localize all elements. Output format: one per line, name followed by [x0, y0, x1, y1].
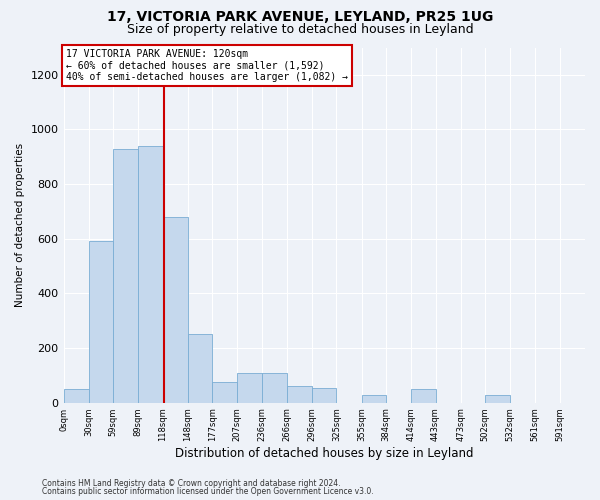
Bar — [287, 386, 312, 402]
Text: Contains public sector information licensed under the Open Government Licence v3: Contains public sector information licen… — [42, 487, 374, 496]
Bar — [485, 394, 510, 402]
Bar — [362, 394, 386, 402]
Bar — [411, 389, 436, 402]
Text: 17 VICTORIA PARK AVENUE: 120sqm
← 60% of detached houses are smaller (1,592)
40%: 17 VICTORIA PARK AVENUE: 120sqm ← 60% of… — [66, 50, 348, 82]
Bar — [64, 389, 89, 402]
Bar — [312, 388, 337, 402]
Bar — [89, 242, 113, 402]
Bar — [238, 372, 262, 402]
Bar — [212, 382, 238, 402]
Bar — [262, 372, 287, 402]
Bar — [188, 334, 212, 402]
Text: Size of property relative to detached houses in Leyland: Size of property relative to detached ho… — [127, 22, 473, 36]
Bar — [113, 148, 138, 402]
X-axis label: Distribution of detached houses by size in Leyland: Distribution of detached houses by size … — [175, 447, 473, 460]
Bar — [138, 146, 163, 403]
Text: 17, VICTORIA PARK AVENUE, LEYLAND, PR25 1UG: 17, VICTORIA PARK AVENUE, LEYLAND, PR25 … — [107, 10, 493, 24]
Y-axis label: Number of detached properties: Number of detached properties — [15, 143, 25, 307]
Text: Contains HM Land Registry data © Crown copyright and database right 2024.: Contains HM Land Registry data © Crown c… — [42, 478, 341, 488]
Bar — [163, 217, 188, 402]
